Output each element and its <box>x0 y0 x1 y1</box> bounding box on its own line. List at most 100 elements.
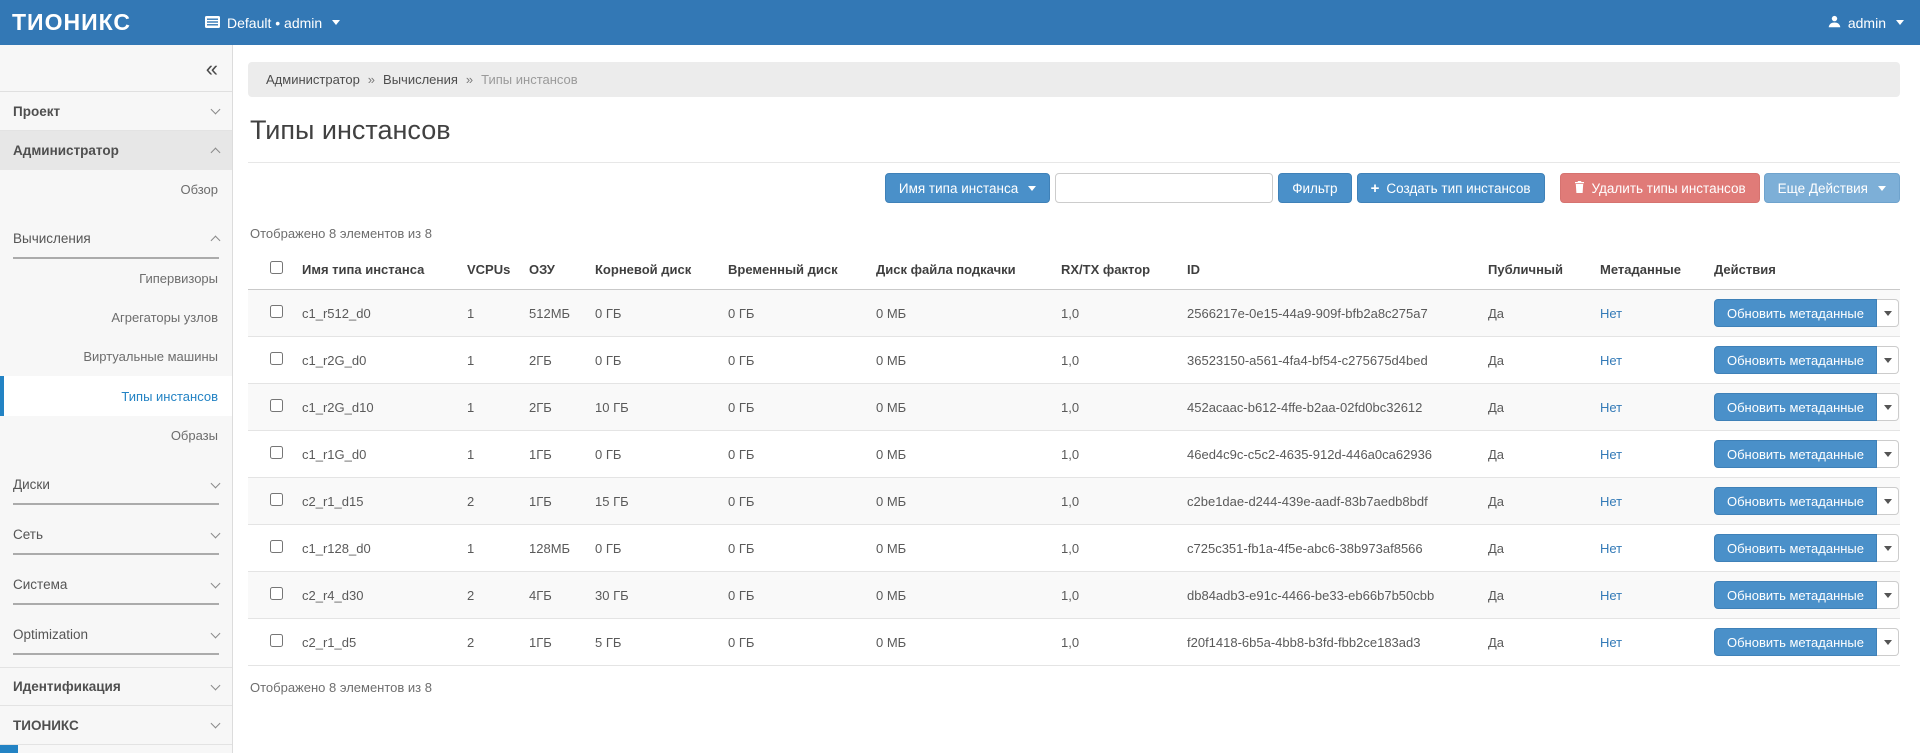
chevron-icon <box>210 147 221 157</box>
cell-id: 36523150-a561-4fa4-bf54-c275675d4bed <box>1187 336 1488 384</box>
column-header-swap[interactable]: Диск файла подкачки <box>876 249 1061 290</box>
chevron-icon <box>210 718 221 729</box>
sidebar-item[interactable]: Система <box>13 567 221 605</box>
breadcrumb-item[interactable]: Вычисления <box>383 72 458 87</box>
row-checkbox[interactable] <box>270 305 283 318</box>
sidebar-item[interactable]: Optimization <box>13 617 221 655</box>
column-header-name[interactable]: Имя типа инстанса <box>302 249 467 290</box>
update-metadata-button[interactable]: Обновить метаданные <box>1714 534 1877 562</box>
sidebar-item[interactable]: Обзор <box>0 170 232 209</box>
metadata-link[interactable]: Нет <box>1600 540 1623 556</box>
row-checkbox[interactable] <box>270 634 283 647</box>
metadata-link[interactable]: Нет <box>1600 352 1623 368</box>
column-header-id[interactable]: ID <box>1187 249 1488 290</box>
caret-down-icon <box>1883 310 1892 316</box>
context-switcher-label: Default • admin <box>227 14 323 31</box>
cell-id: 2566217e-0e15-44a9-909f-bfb2a8c275a7 <box>1187 289 1488 337</box>
cell-flavor-name: c2_r4_d30 <box>302 571 467 619</box>
user-menu[interactable]: admin <box>1828 15 1920 31</box>
update-metadata-button[interactable]: Обновить метаданные <box>1714 299 1877 327</box>
table-row: c2_r1_d5 2 1ГБ 5 ГБ 0 ГБ 0 МБ 1,0 f20f14… <box>248 618 1900 666</box>
row-checkbox[interactable] <box>270 399 283 412</box>
create-flavor-button[interactable]: + Создать тип инстансов <box>1356 173 1545 203</box>
update-metadata-button[interactable]: Обновить метаданные <box>1714 628 1877 656</box>
more-actions-button[interactable]: Еще Действия <box>1763 173 1900 203</box>
sidebar-item[interactable]: Виртуальные машины <box>0 337 232 376</box>
row-action-group: Обновить метаданные <box>1714 440 1899 468</box>
update-metadata-button[interactable]: Обновить метаданные <box>1714 346 1877 374</box>
row-checkbox[interactable] <box>270 446 283 459</box>
filter-button[interactable]: Фильтр <box>1278 173 1352 203</box>
sidebar-item-label: Система <box>13 577 68 592</box>
cell-rxtx-factor: 1,0 <box>1061 336 1187 384</box>
sidebar-item[interactable]: Гипервизоры <box>0 259 232 298</box>
row-checkbox[interactable] <box>270 587 283 600</box>
sidebar-item-label: ТИОНИКС <box>13 717 79 733</box>
sidebar-item[interactable]: Типы инстансов <box>0 376 232 416</box>
column-header-root-disk[interactable]: Корневой диск <box>595 249 728 290</box>
row-actions-dropdown-toggle[interactable] <box>1877 534 1899 562</box>
select-all-checkbox[interactable] <box>270 261 283 274</box>
row-actions-dropdown-toggle[interactable] <box>1877 346 1899 374</box>
chevron-icon <box>210 680 221 690</box>
filter-field-label: Имя типа инстанса <box>898 180 1019 196</box>
cell-flavor-name: c1_r1G_d0 <box>302 430 467 478</box>
row-actions-dropdown-toggle[interactable] <box>1877 581 1899 609</box>
cell-flavor-name: c1_r2G_d0 <box>302 336 467 384</box>
row-action-group: Обновить метаданные <box>1714 534 1899 562</box>
row-actions-dropdown-toggle[interactable] <box>1877 487 1899 515</box>
column-header-metadata[interactable]: Метаданные <box>1600 249 1714 290</box>
sidebar-item[interactable]: Проект <box>0 92 232 131</box>
cell-vcpus: 2 <box>467 477 529 525</box>
sidebar-item[interactable]: Сеть <box>13 517 221 555</box>
search-input[interactable] <box>1055 173 1274 203</box>
sidebar-item[interactable]: Идентификация <box>0 667 232 706</box>
sidebar-collapse-button[interactable]: « <box>0 45 232 92</box>
column-header-rxtx[interactable]: RX/TX фактор <box>1061 249 1187 290</box>
cell-vcpus: 2 <box>467 571 529 619</box>
sidebar-item[interactable]: ТИОНИКС <box>0 706 232 745</box>
sidebar-item[interactable]: Вычисления <box>13 221 221 259</box>
update-metadata-button[interactable]: Обновить метаданные <box>1714 440 1877 468</box>
metadata-link[interactable]: Нет <box>1600 305 1623 321</box>
metadata-link[interactable]: Нет <box>1600 446 1623 462</box>
cell-public: Да <box>1488 383 1600 431</box>
sidebar-item[interactable]: Диски <box>13 467 221 505</box>
row-checkbox[interactable] <box>270 540 283 553</box>
row-action-group: Обновить метаданные <box>1714 487 1899 515</box>
sidebar-item-label: Гипервизоры <box>139 271 218 286</box>
delete-flavors-button[interactable]: Удалить типы инстансов <box>1559 173 1760 203</box>
cell-actions: Обновить метаданные <box>1714 571 1900 619</box>
metadata-link[interactable]: Нет <box>1600 399 1623 415</box>
metadata-link[interactable]: Нет <box>1600 587 1623 603</box>
update-metadata-button[interactable]: Обновить метаданные <box>1714 581 1877 609</box>
row-checkbox-cell <box>248 524 302 572</box>
context-switcher[interactable]: Default • admin <box>205 14 341 31</box>
row-actions-dropdown-toggle[interactable] <box>1877 393 1899 421</box>
cell-public: Да <box>1488 618 1600 666</box>
cell-actions: Обновить метаданные <box>1714 383 1900 431</box>
row-actions-dropdown-toggle[interactable] <box>1877 440 1899 468</box>
filter-field-dropdown[interactable]: Имя типа инстанса <box>884 173 1051 203</box>
sidebar-item[interactable]: Агрегаторы узлов <box>0 298 232 337</box>
column-header-ephemeral[interactable]: Временный диск <box>728 249 876 290</box>
table-row: c2_r1_d15 2 1ГБ 15 ГБ 0 ГБ 0 МБ 1,0 c2be… <box>248 477 1900 525</box>
row-actions-dropdown-toggle[interactable] <box>1877 299 1899 327</box>
metadata-link[interactable]: Нет <box>1600 634 1623 650</box>
row-actions-dropdown-toggle[interactable] <box>1877 628 1899 656</box>
metadata-link[interactable]: Нет <box>1600 493 1623 509</box>
row-checkbox[interactable] <box>270 352 283 365</box>
column-header-ram[interactable]: ОЗУ <box>529 249 595 290</box>
sidebar-item[interactable]: Образы <box>0 416 232 455</box>
caret-down-icon <box>1028 185 1037 191</box>
breadcrumb-item[interactable]: Администратор <box>266 72 360 87</box>
update-metadata-button[interactable]: Обновить метаданные <box>1714 487 1877 515</box>
update-metadata-button[interactable]: Обновить метаданные <box>1714 393 1877 421</box>
chevron-icon <box>210 628 221 638</box>
sidebar-item[interactable]: Администратор <box>0 131 232 170</box>
column-header-vcpus[interactable]: VCPUs <box>467 249 529 290</box>
column-header-public[interactable]: Публичный <box>1488 249 1600 290</box>
row-checkbox[interactable] <box>270 493 283 506</box>
cell-root-disk: 0 ГБ <box>595 289 728 337</box>
cell-public: Да <box>1488 430 1600 478</box>
